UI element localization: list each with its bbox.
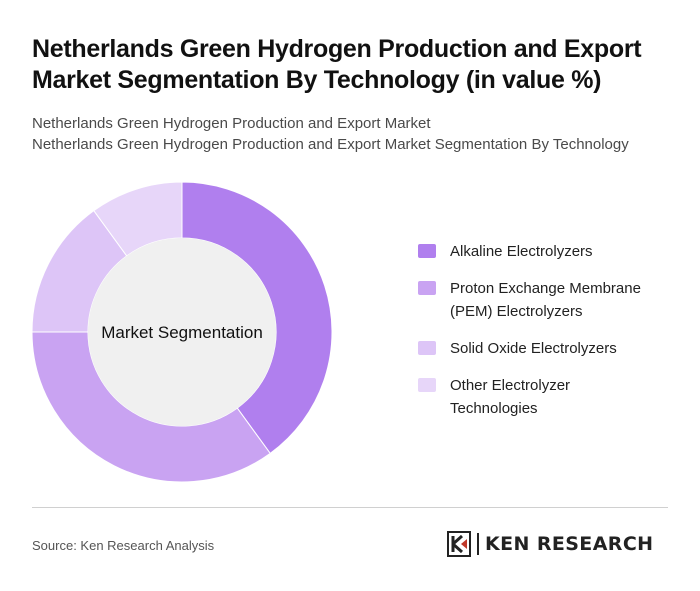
legend-item: Proton Exchange Membrane (PEM) Electroly…	[418, 277, 678, 323]
legend-swatch	[418, 244, 436, 258]
source-note: Source: Ken Research Analysis	[32, 538, 215, 553]
donut-slice	[93, 181, 183, 257]
subtitle-line-2: Netherlands Green Hydrogen Production an…	[32, 136, 629, 153]
donut-slices	[31, 181, 333, 483]
center-label: Market Segmentation	[101, 323, 263, 342]
legend-item: Alkaline Electrolyzers	[418, 240, 678, 263]
chart-area: Market Segmentation	[0, 170, 700, 500]
legend: Alkaline Electrolyzers Proton Exchange Me…	[418, 240, 678, 434]
chart-subtitle: Netherlands Green Hydrogen Production an…	[32, 113, 682, 155]
legend-label: Proton Exchange Membrane (PEM) Electroly…	[450, 280, 641, 320]
brand-name: KEN RESEARCH	[485, 533, 654, 555]
donut-chart: Market Segmentation	[31, 181, 333, 483]
ken-research-logo-icon	[447, 531, 471, 557]
legend-label: Other Electrolyzer Technologies	[450, 377, 571, 417]
legend-swatch	[418, 341, 436, 355]
subtitle-line-1: Netherlands Green Hydrogen Production an…	[32, 115, 431, 132]
chart-title: Netherlands Green Hydrogen Production an…	[32, 35, 642, 94]
legend-item: Solid Oxide Electrolyzers	[418, 337, 678, 360]
legend-label: Solid Oxide Electrolyzers	[450, 340, 617, 357]
donut-hole	[88, 238, 276, 426]
footer-divider	[32, 507, 668, 508]
brand-separator	[477, 533, 479, 555]
brand-logo: KEN RESEARCH	[447, 530, 653, 558]
legend-swatch	[418, 378, 436, 392]
legend-item: Other Electrolyzer Technologies	[418, 374, 678, 420]
legend-label: Alkaline Electrolyzers	[450, 243, 593, 260]
legend-swatch	[418, 281, 436, 295]
